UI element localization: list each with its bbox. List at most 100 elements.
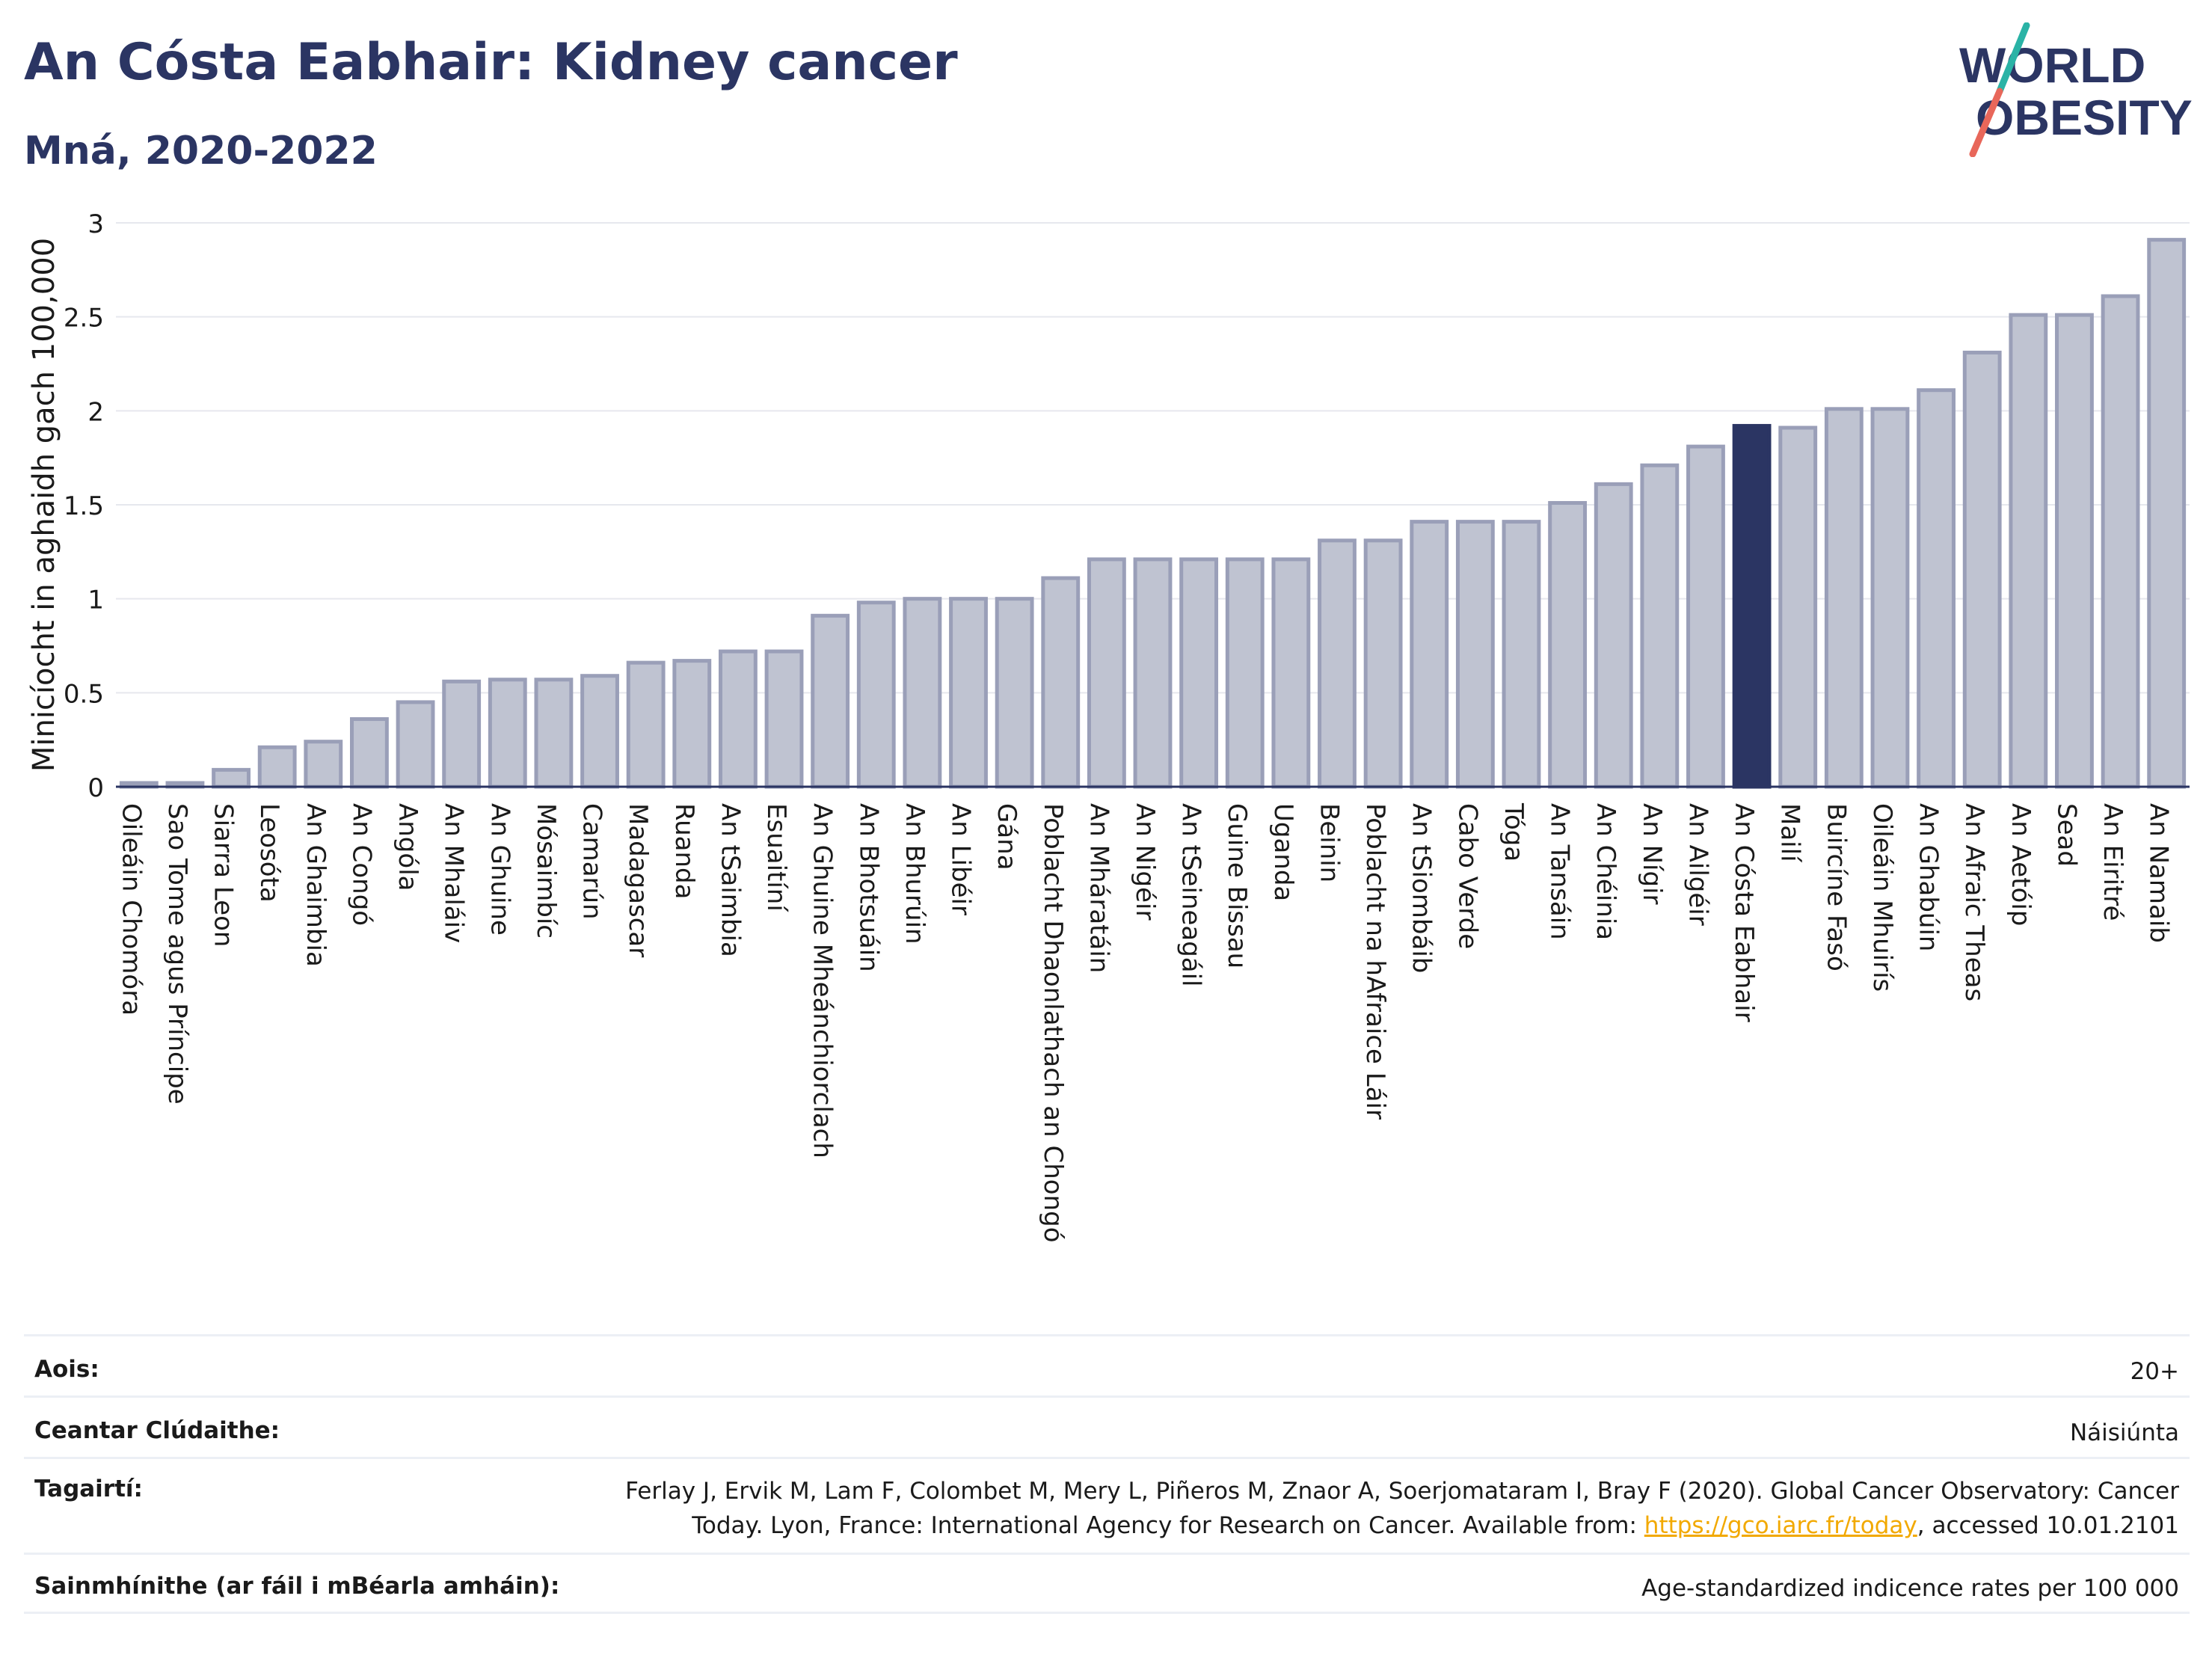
x-tick-label: An tSaimbia	[715, 803, 745, 957]
bar	[1041, 576, 1081, 789]
meta-value-definitions: Age-standardized indicence rates per 100…	[1641, 1575, 2179, 1602]
meta-row-coverage: Ceantar Clúdaithe: Náisiúnta	[24, 1395, 2190, 1457]
x-tick-label: Poblacht Dhaonlathach an Chongó	[1038, 803, 1068, 1243]
reference-link[interactable]: https://gco.iarc.fr/today	[1644, 1512, 1917, 1539]
bar	[534, 678, 574, 789]
bar	[2009, 313, 2048, 789]
bar	[2101, 294, 2140, 789]
x-tick-label: An Mhaláiv	[439, 803, 469, 943]
x-tick-labels: Oileáin Chomóra Sao Tome agus Príncipe Sia…	[116, 802, 2173, 1243]
bar	[1640, 463, 1680, 789]
bar	[350, 717, 389, 789]
bar-chart: 0 0.5 1 1.5 2 2.5 3 Oileáin Chomóra Sao Tome ag…	[27, 209, 2190, 1243]
meta-value-references: Ferlay J, Ervik M, Lam F, Colombet M, Me…	[625, 1474, 2190, 1543]
logo-word-obesity: OBESITY	[1976, 90, 2193, 145]
x-tick-label: Oileáin Mhuirís	[1867, 803, 1897, 992]
x-tick-label: Cabo Verde	[1452, 803, 1482, 949]
x-tick-label: An Nígir	[1637, 803, 1667, 905]
bar	[1917, 388, 1956, 789]
meta-row-age: Aois: 20+	[24, 1334, 2190, 1395]
metadata-table: Aois: 20+ Ceantar Clúdaithe: Náisiúnta T…	[24, 1334, 2190, 1614]
bar	[1363, 538, 1403, 789]
bar	[488, 678, 527, 789]
bar	[1455, 520, 1495, 789]
logo-slash-teal	[1996, 22, 2030, 95]
x-tick-label: An Cósta Eabhair	[1729, 803, 1759, 1022]
bars	[119, 238, 2187, 789]
x-tick-label: Madagascar	[623, 803, 653, 957]
reference-accessed: , accessed 10.01.2101	[1917, 1512, 2179, 1539]
reference-text: Today. Lyon, France: International Agenc…	[692, 1512, 1644, 1539]
bar	[1318, 538, 1357, 789]
y-tick-label: 0.5	[64, 679, 104, 709]
x-tick-label: An Ailgéir	[1683, 803, 1712, 926]
bar	[2147, 238, 2187, 789]
bar	[1271, 557, 1311, 789]
bar	[1410, 520, 1449, 789]
bar	[1824, 407, 1864, 789]
x-tick-label: An Congó	[346, 803, 376, 926]
x-tick-label: An Ghabúin	[1914, 803, 1944, 951]
bar	[1686, 444, 1725, 789]
meta-label-references: Tagairtí:	[34, 1476, 143, 1502]
x-tick-label: An Chéinia	[1591, 803, 1620, 940]
y-tick-label: 1	[87, 586, 104, 615]
bar	[1179, 557, 1219, 789]
y-tick-label: 2	[87, 397, 104, 427]
x-tick-label: Sao Tome agus Príncipe	[162, 803, 192, 1105]
meta-row-references: Tagairtí: Ferlay J, Ervik M, Lam F, Colo…	[24, 1457, 2190, 1553]
bar	[1087, 557, 1126, 789]
x-tick-label: Tóga	[1499, 802, 1529, 862]
bar	[1133, 557, 1173, 789]
bar	[396, 700, 435, 789]
meta-label-definitions: Sainmhínithe (ar fáil i mBéarla amháin):	[34, 1573, 560, 1600]
x-tick-label: Mailí	[1775, 803, 1805, 863]
x-tick-label: Sead	[2051, 803, 2081, 867]
meta-value-age: 20+	[2130, 1358, 2179, 1385]
x-tick-label: Esuaitíní	[761, 803, 791, 912]
meta-label-coverage: Ceantar Clúdaithe:	[34, 1417, 280, 1444]
x-tick-label: An tSiombáib	[1407, 803, 1437, 973]
chart-title: An Cósta Eabhair: Kidney cancer	[24, 33, 958, 92]
x-tick-label: An Bhurúin	[900, 803, 930, 945]
x-tick-label: An Nigéir	[1130, 803, 1160, 920]
bar	[811, 613, 850, 789]
bar	[1548, 500, 1588, 789]
bar	[257, 745, 297, 789]
bar	[304, 740, 343, 789]
x-tick-label: An Mháratáin	[1084, 803, 1113, 973]
bar	[718, 649, 758, 789]
y-tick-labels: 0 0.5 1 1.5 2 2.5 3	[64, 209, 104, 803]
x-tick-label: Poblacht na hAfraice Láir	[1360, 803, 1390, 1120]
bar	[949, 597, 988, 789]
x-tick-label: Guine Bissau	[1222, 803, 1252, 968]
x-tick-label: Ruanda	[669, 803, 699, 899]
x-tick-label: Beinin	[1314, 803, 1344, 882]
y-axis-label: Minicíocht in aghaidh gach 100,000	[27, 238, 61, 772]
bar	[1962, 350, 2002, 789]
bar	[442, 679, 482, 789]
world-obesity-logo: WORLD OBESITY	[1959, 22, 2193, 157]
y-tick-label: 0	[87, 773, 104, 803]
bar	[995, 597, 1034, 789]
x-tick-label: An Namaib	[2144, 803, 2174, 943]
logo-word-world: WORLD	[1959, 37, 2145, 93]
x-tick-label: Oileáin Chomóra	[116, 803, 146, 1016]
x-tick-label: An Afraic Theas	[1959, 803, 1989, 1001]
bar	[903, 597, 942, 789]
y-tick-label: 1.5	[64, 491, 104, 521]
y-tick-label: 2.5	[64, 304, 104, 334]
bar	[626, 660, 666, 789]
x-tick-label: An Libéir	[946, 803, 976, 915]
x-tick-label: An Bhotsuáin	[853, 803, 883, 972]
meta-label-age: Aois:	[34, 1356, 99, 1383]
x-tick-label: Siarra Leon	[209, 803, 239, 947]
bar	[1870, 407, 1910, 789]
reference-line-1: Ferlay J, Ervik M, Lam F, Colombet M, Me…	[625, 1478, 2179, 1505]
bar	[672, 659, 712, 789]
meta-row-definitions: Sainmhínithe (ar fáil i mBéarla amháin):…	[24, 1553, 2190, 1614]
bar	[212, 767, 251, 789]
x-tick-label: Uganda	[1268, 803, 1298, 901]
bar	[856, 601, 896, 789]
x-tick-label: Mósaimbíc	[531, 803, 561, 939]
